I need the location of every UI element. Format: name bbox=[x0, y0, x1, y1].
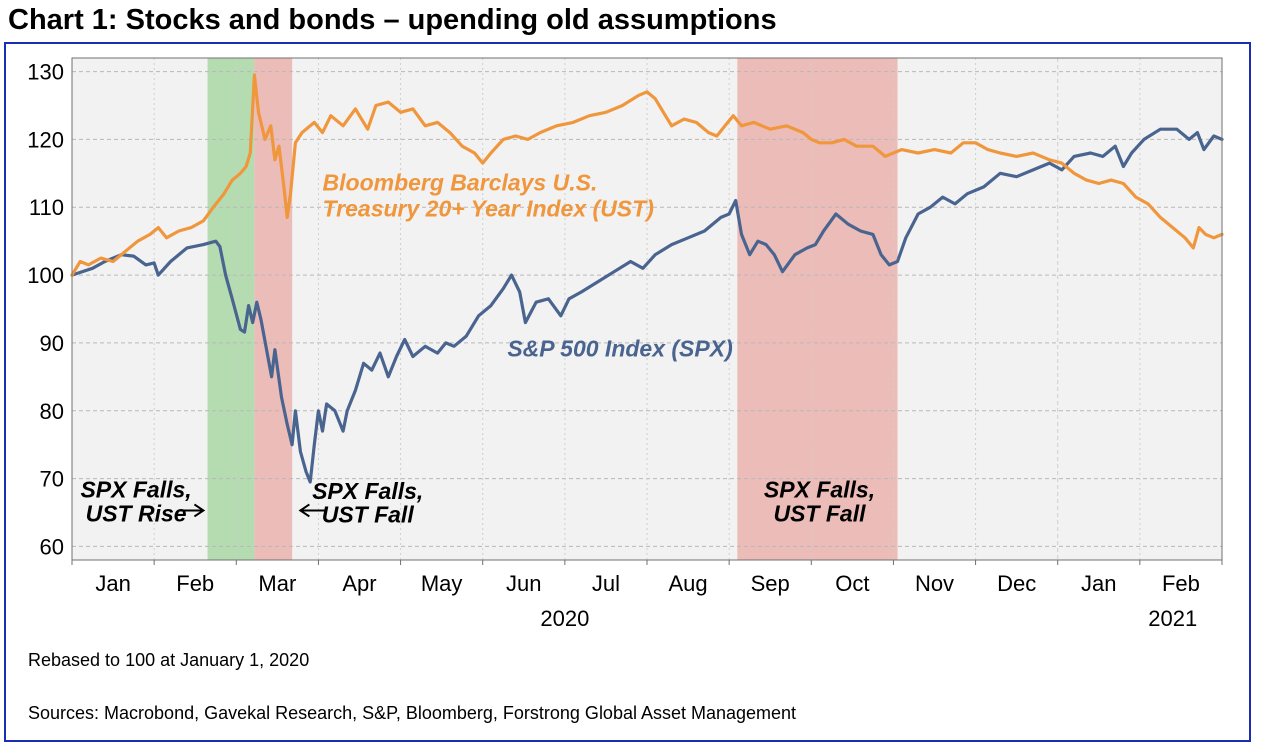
y-tick-label: 70 bbox=[40, 467, 64, 492]
region-label-green: UST Rise bbox=[86, 500, 187, 526]
x-tick-label: May bbox=[421, 571, 463, 596]
x-tick-label: Dec bbox=[997, 571, 1036, 596]
chart-title: Chart 1: Stocks and bonds – upending old… bbox=[8, 4, 777, 36]
sources: Sources: Macrobond, Gavekal Research, S&… bbox=[28, 703, 797, 723]
ust-line bbox=[70, 73, 1224, 277]
annotations: Bloomberg Barclays U.S.Treasury 20+ Year… bbox=[80, 169, 875, 527]
arrow-right-head bbox=[193, 503, 206, 518]
axes: 60 70 80 90 100 110 120 130 Jan Feb Mar Apr May Jun Ju… bbox=[27, 57, 1223, 631]
region-label-red-sep: SPX Falls, bbox=[764, 477, 875, 503]
x-tick-label: Aug bbox=[668, 571, 707, 596]
grid-lines bbox=[72, 58, 1222, 560]
y-tick-label: 60 bbox=[40, 534, 64, 559]
chart-frame bbox=[4, 42, 1251, 742]
ust-label: Treasury 20+ Year Index (UST) bbox=[323, 196, 654, 222]
x-tick-label: Feb bbox=[1162, 571, 1200, 596]
spx-line bbox=[70, 127, 1224, 484]
x-tick-label: Mar bbox=[258, 571, 296, 596]
region-label-green: SPX Falls, bbox=[80, 477, 191, 503]
y-tick-label: 90 bbox=[40, 331, 64, 356]
x-tick-label: Jan bbox=[1081, 571, 1116, 596]
y-tick-label: 110 bbox=[29, 195, 64, 220]
region-label-red-mar: SPX Falls, bbox=[312, 478, 423, 504]
year-label: 2021 bbox=[1148, 606, 1197, 631]
region-label-red-sep: UST Fall bbox=[773, 500, 866, 526]
x-tick-label: Sep bbox=[751, 571, 790, 596]
x-tick-label: Nov bbox=[915, 571, 954, 596]
series-lines bbox=[70, 73, 1224, 484]
x-tick-label: Jan bbox=[95, 571, 130, 596]
ust-label: Bloomberg Barclays U.S. bbox=[323, 169, 598, 195]
y-tick-label: 100 bbox=[27, 263, 64, 288]
shaded-regions bbox=[72, 58, 1222, 560]
region-label-red-mar: UST Fall bbox=[322, 502, 415, 528]
x-tick-label: Apr bbox=[342, 571, 376, 596]
y-tick-label: 120 bbox=[27, 127, 64, 152]
x-tick-label: Jul bbox=[592, 571, 620, 596]
x-tick-label: Feb bbox=[176, 571, 214, 596]
y-tick-label: 80 bbox=[40, 399, 64, 424]
x-tick-label: Jun bbox=[506, 571, 541, 596]
x-tick-label: Oct bbox=[835, 571, 869, 596]
arrow-left-head bbox=[298, 503, 310, 518]
y-tick-label: 130 bbox=[27, 60, 64, 85]
spx-label: S&P 500 Index (SPX) bbox=[507, 335, 732, 361]
year-label: 2020 bbox=[540, 606, 589, 631]
footnote: Rebased to 100 at January 1, 2020 bbox=[28, 650, 310, 670]
